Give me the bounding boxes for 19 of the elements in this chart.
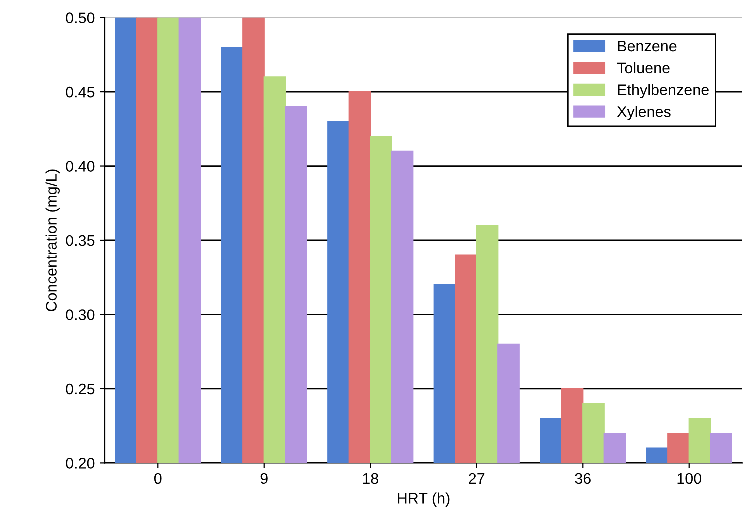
x-tick-label: 36 — [575, 473, 591, 484]
legend-label: Ethylbenzene — [618, 84, 709, 98]
y-tick-label: 0.45 — [66, 86, 95, 98]
y-tick-label: 0.25 — [66, 384, 95, 395]
legend-label: Benzene — [618, 41, 677, 52]
legend-label: Xylenes — [617, 106, 671, 120]
x-tick-label: 18 — [363, 473, 378, 484]
x-tick-label: 9 — [260, 473, 268, 484]
x-tick-label: 0 — [154, 473, 162, 484]
x-axis-title: HRT (h) — [398, 492, 450, 507]
y-axis-title: Concentration (mg/L) — [46, 170, 60, 312]
x-tick-label: 100 — [678, 473, 702, 484]
x-tick-label: 27 — [469, 473, 485, 484]
legend-label: Toluene — [617, 62, 670, 74]
y-tick-label: 0.40 — [66, 161, 95, 172]
y-tick-label: 0.20 — [66, 458, 95, 469]
y-tick-label: 0.35 — [66, 235, 95, 246]
y-tick-label: 0.50 — [66, 12, 95, 24]
y-tick-label: 0.30 — [66, 310, 95, 320]
